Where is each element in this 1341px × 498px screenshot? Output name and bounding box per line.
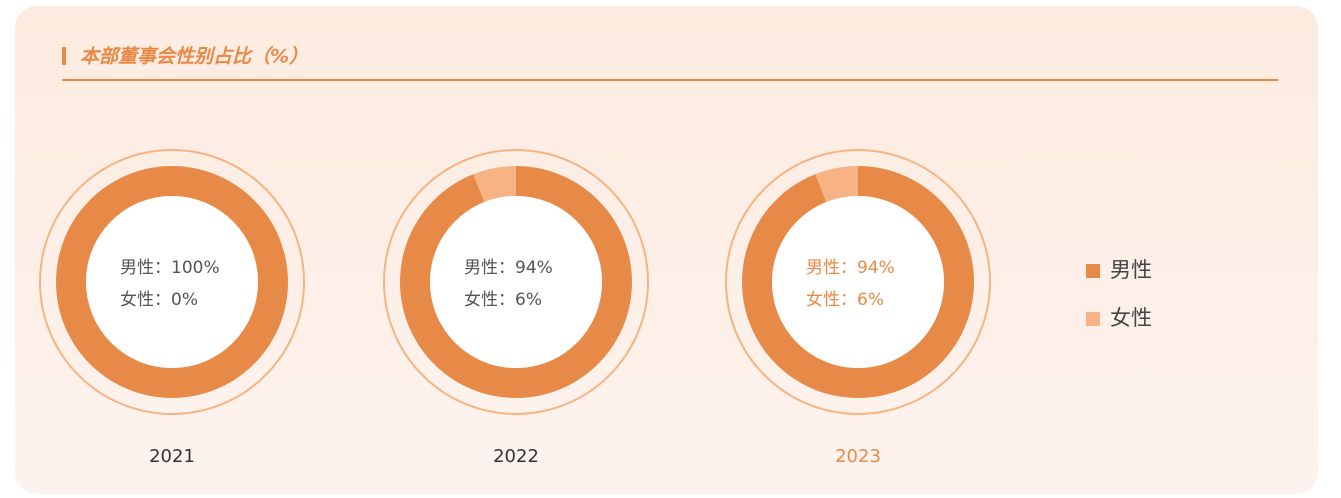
outer-ring (725, 149, 991, 415)
center-label: 女性：0% (120, 290, 198, 310)
donut-hole (430, 196, 602, 368)
title: 本部董事会性别占比（%） (80, 46, 308, 68)
center-label: 男性：100% (120, 258, 220, 278)
donut-hole (86, 196, 258, 368)
donut-segment (815, 166, 858, 203)
donut-hole (772, 196, 944, 368)
legend-label: 男性 (1110, 258, 1152, 282)
donut-segment (473, 166, 516, 203)
year-label: 2021 (149, 446, 195, 467)
legend-swatch (1086, 312, 1100, 326)
card (15, 6, 1318, 494)
year-label: 2022 (493, 446, 539, 467)
legend-label: 女性 (1110, 306, 1152, 330)
outer-ring (383, 149, 649, 415)
outer-ring (39, 149, 305, 415)
legend-swatch (1086, 264, 1100, 278)
center-label: 男性：94% (464, 258, 553, 278)
center-label: 女性：6% (806, 290, 884, 310)
title-marker (62, 47, 66, 65)
year-label: 2023 (835, 446, 881, 467)
center-label: 女性：6% (464, 290, 542, 310)
center-label: 男性：94% (806, 258, 895, 278)
